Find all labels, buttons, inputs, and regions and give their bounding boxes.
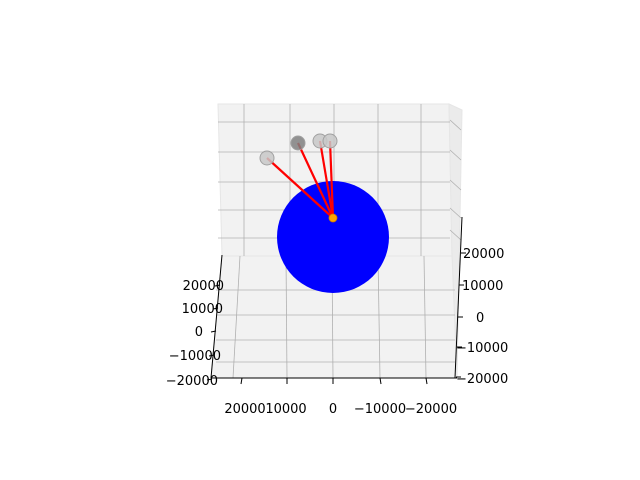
- satellite-marker: [290, 135, 306, 151]
- left-axis-tick: [214, 284, 221, 287]
- left-axis-tick: [208, 354, 215, 357]
- grid-line: [449, 207, 462, 219]
- grid-line: [423, 255, 427, 379]
- right-axis-tick-label: 0: [476, 311, 484, 326]
- grid-line: [449, 229, 462, 241]
- left-axis-tick: [206, 378, 213, 381]
- central-body-sphere: [277, 181, 389, 293]
- left-axis-tick-label: 0: [195, 325, 203, 340]
- right-axis-tick-label: −10000: [456, 341, 508, 356]
- grid-line: [449, 149, 462, 161]
- left-axis-tick: [210, 330, 217, 333]
- left-axis-line: [210, 254, 223, 379]
- satellite-marker: [259, 150, 275, 166]
- bottom-axis-tick-label: 0: [329, 402, 337, 417]
- left-axis-tick-label: 10000: [182, 302, 223, 317]
- satellite-link-line: [297, 142, 334, 219]
- right-axis-tick-label: 20000: [463, 247, 504, 262]
- origin-marker: [328, 213, 338, 223]
- satellite-link-line: [328, 140, 335, 219]
- bottom-axis-tick-label: 20000: [224, 402, 265, 417]
- grid-line: [285, 255, 288, 379]
- grid-line: [232, 255, 241, 379]
- bottom-axis-tick-label: −10000: [354, 402, 406, 417]
- satellite-link-line: [266, 157, 334, 219]
- grid-line: [377, 255, 381, 379]
- satellite-marker: [322, 133, 338, 149]
- left-axis-ticks: 20000 10000 0 −10000 −20000: [166, 279, 224, 389]
- plot-marks: [259, 133, 389, 293]
- right-axis-line: [454, 216, 463, 379]
- right-axis-ticks: 20000 10000 0 −10000 −20000: [456, 247, 508, 387]
- grid-line: [449, 119, 462, 131]
- left-axis-tick-label: 20000: [183, 279, 224, 294]
- grid-line: [449, 179, 462, 191]
- right-axis-tick-label: −20000: [456, 372, 508, 387]
- bottom-axis-tick: [379, 377, 382, 385]
- left-axis-tick-label: −10000: [169, 349, 221, 364]
- grid-lines: [216, 104, 462, 379]
- satellite-link-line: [318, 140, 335, 219]
- bottom-axis-tick: [425, 377, 428, 385]
- left-axis-tick-label: −20000: [166, 374, 218, 389]
- bottom-axis-tick-label: 10000: [265, 402, 306, 417]
- left-axis-tick: [212, 307, 219, 310]
- bottom-axis-tick: [240, 377, 243, 385]
- bottom-axis-tick-label: −20000: [405, 402, 457, 417]
- bottom-axis-ticks: 20000 10000 0 −10000−20000: [224, 377, 457, 417]
- right-axis-tick-label: 10000: [462, 279, 503, 294]
